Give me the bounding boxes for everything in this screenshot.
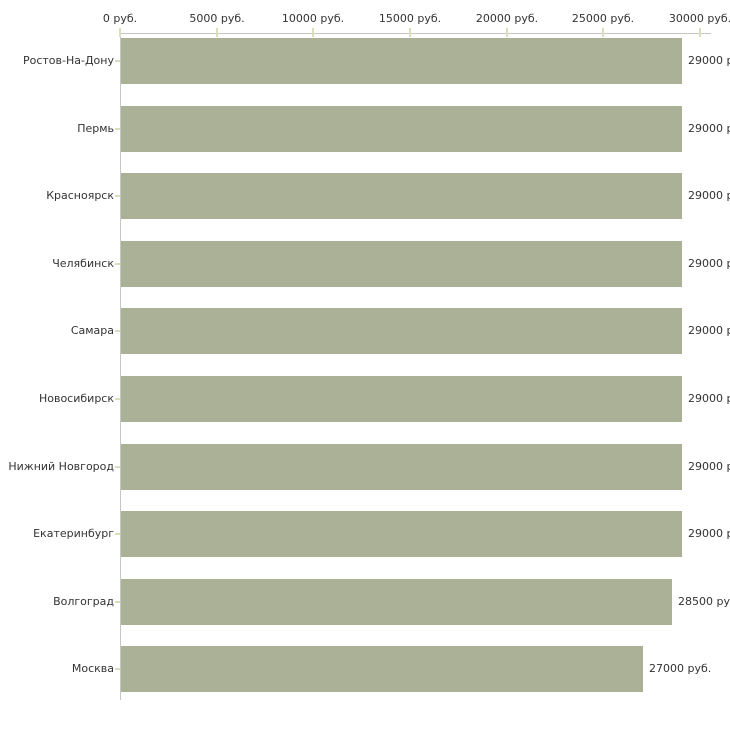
x-axis-tick-label: 10000 руб.	[281, 12, 345, 25]
category-label: Красноярск	[46, 189, 114, 202]
y-axis-tick-mark	[115, 668, 120, 670]
x-axis-tick-label: 30000 руб.	[668, 12, 730, 25]
chart-bar	[121, 579, 672, 625]
category-label: Ростов-На-Дону	[22, 54, 114, 67]
category-label: Нижний Новгород	[8, 460, 114, 473]
y-axis-tick-mark	[115, 533, 120, 535]
value-label: 29000 руб.	[688, 122, 730, 135]
x-axis-tick-mark	[506, 28, 508, 37]
category-label: Самара	[70, 324, 114, 337]
x-axis-line	[120, 33, 711, 34]
chart-bar	[121, 241, 682, 287]
category-label: Пермь	[77, 122, 114, 135]
chart-bar	[121, 376, 682, 422]
value-label: 29000 руб.	[688, 324, 730, 337]
category-label: Новосибирск	[38, 392, 114, 405]
y-axis-tick-mark	[115, 195, 120, 197]
value-label: 29000 руб.	[688, 189, 730, 202]
chart-bar	[121, 106, 682, 152]
x-axis-tick-mark	[409, 28, 411, 37]
x-axis-tick-label: 5000 руб.	[189, 12, 245, 25]
value-label: 27000 руб.	[649, 662, 712, 675]
y-axis-tick-mark	[115, 330, 120, 332]
x-axis-tick-label: 25000 руб.	[571, 12, 635, 25]
x-axis-tick-label: 15000 руб.	[378, 12, 442, 25]
y-axis-tick-mark	[115, 60, 120, 62]
y-axis-tick-mark	[115, 466, 120, 468]
x-axis-tick-mark	[602, 28, 604, 37]
chart-bar	[121, 38, 682, 84]
category-label: Екатеринбург	[33, 527, 114, 540]
y-axis-tick-mark	[115, 398, 120, 400]
x-axis-tick-mark	[216, 28, 218, 37]
chart-bar	[121, 511, 682, 557]
chart-bar	[121, 444, 682, 490]
y-axis-tick-mark	[115, 601, 120, 603]
y-axis-tick-mark	[115, 263, 120, 265]
value-label: 28500 руб.	[678, 595, 730, 608]
x-axis-tick-label: 20000 руб.	[475, 12, 539, 25]
chart-bar	[121, 646, 643, 692]
value-label: 29000 руб.	[688, 392, 730, 405]
chart-bar	[121, 173, 682, 219]
value-label: 29000 руб.	[688, 54, 730, 67]
x-axis-tick-label: 0 руб.	[102, 12, 138, 25]
value-label: 29000 руб.	[688, 527, 730, 540]
category-label: Челябинск	[52, 257, 114, 270]
y-axis-line	[120, 33, 121, 700]
category-label: Москва	[71, 662, 114, 675]
value-label: 29000 руб.	[688, 460, 730, 473]
x-axis-tick-mark	[312, 28, 314, 37]
y-axis-tick-mark	[115, 128, 120, 130]
chart-bar	[121, 308, 682, 354]
value-label: 29000 руб.	[688, 257, 730, 270]
category-label: Волгоград	[53, 595, 114, 608]
x-axis-tick-mark	[119, 28, 121, 37]
x-axis-tick-mark	[699, 28, 701, 37]
